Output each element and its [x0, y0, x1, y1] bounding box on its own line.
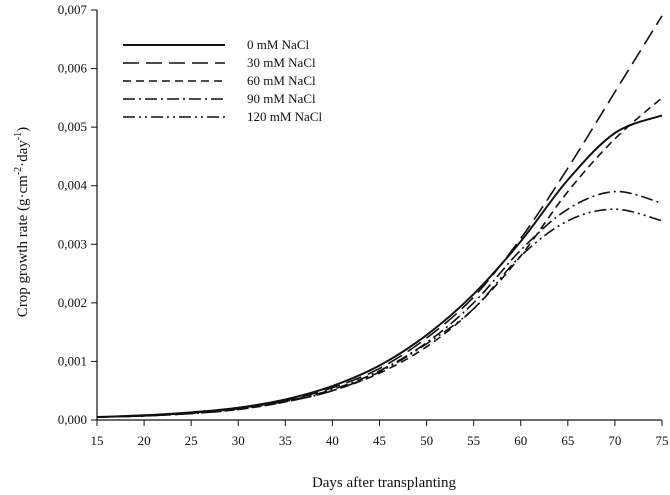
axes: 15 20 25 30 35 40 45 50 55 60 65 70 75 0,000 0,001 0,00…	[58, 2, 669, 448]
x-tick-label: 65	[561, 433, 574, 448]
y-tick-label: 0,000	[58, 412, 87, 427]
y-tick-label: 0,005	[58, 119, 87, 134]
series-line-120-mm-nacl	[96, 208, 663, 418]
y-tick-label: 0,003	[58, 236, 87, 251]
x-tick-label: 55	[467, 433, 480, 448]
y-axis-label-main: Crop growth rate (g·cm	[15, 175, 31, 317]
x-tick-label: 20	[138, 433, 151, 448]
y-tick-label: 0,007	[58, 2, 88, 17]
x-tick-label: 75	[656, 433, 669, 448]
y-tick-label: 0,006	[58, 61, 88, 76]
y-axis-label-mid: ·day	[15, 140, 31, 167]
y-axis-label-end: )	[15, 127, 31, 132]
legend-label: 90 mM NaCl	[247, 91, 316, 106]
legend-label: 30 mM NaCl	[247, 55, 316, 70]
series-line-90-mm-nacl	[96, 190, 663, 418]
x-tick-label: 35	[279, 433, 292, 448]
x-tick-label: 30	[232, 433, 245, 448]
x-tick-label: 25	[185, 433, 198, 448]
x-tick-label: 50	[420, 433, 433, 448]
y-tick-label: 0,001	[58, 353, 87, 368]
y-tick-label: 0,004	[58, 178, 88, 193]
x-tick-label: 70	[608, 433, 621, 448]
legend: 0 mM NaCl 30 mM NaCl 60 mM NaCl 90 mM NaCl 1…	[123, 37, 323, 124]
legend-label: 0 mM NaCl	[247, 37, 310, 52]
legend-label: 60 mM NaCl	[247, 73, 316, 88]
x-tick-label: 45	[373, 433, 386, 448]
x-tick-label: 40	[326, 433, 339, 448]
legend-label: 120 mM NaCl	[247, 109, 323, 124]
y-axis-label-sup1: -2	[13, 167, 24, 175]
y-axis-label: Crop growth rate (g·cm-2·day-1)	[13, 127, 31, 317]
x-axis-label: Days after transplanting	[312, 475, 457, 491]
x-tick-label: 15	[91, 433, 104, 448]
plot-lines	[96, 15, 663, 419]
x-tick-label: 60	[514, 433, 527, 448]
y-tick-label: 0,002	[58, 295, 87, 310]
y-axis-label-sup2: -1	[13, 132, 24, 140]
